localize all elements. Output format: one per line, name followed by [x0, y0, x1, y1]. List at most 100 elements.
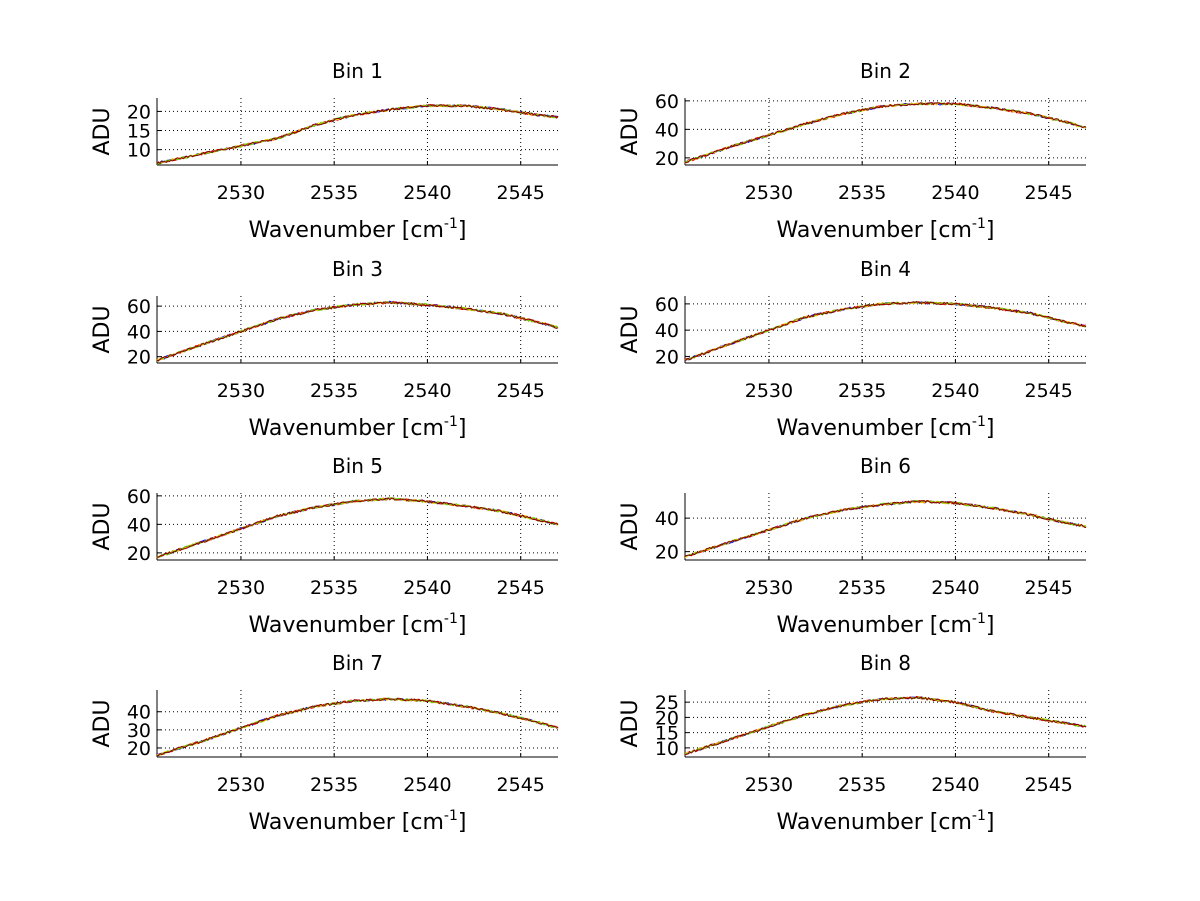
x-tick-label: 2545 — [497, 380, 545, 402]
x-tick-label: 2535 — [310, 380, 358, 402]
x-axis-label-sup: -1 — [444, 414, 458, 430]
plot-area — [685, 296, 1086, 363]
y-tick-label: 60 — [127, 486, 151, 508]
y-tick-label: 20 — [127, 347, 151, 369]
x-axis-label-end: ] — [458, 810, 467, 835]
y-tick-label: 40 — [127, 321, 151, 343]
x-tick-label: 2530 — [745, 774, 793, 796]
y-tick-label: 20 — [655, 707, 679, 729]
x-tick-label: 2535 — [838, 577, 886, 599]
y-axis-label: ADU — [618, 107, 643, 155]
x-tick-label: 2540 — [403, 380, 451, 402]
plot-area — [685, 690, 1086, 757]
x-axis-label-text: Wavenumber [cm — [777, 613, 972, 638]
x-axis-label-sup: -1 — [972, 216, 986, 232]
x-axis-label: Wavenumber [cm-1] — [777, 414, 995, 441]
x-tick-label: 2540 — [403, 182, 451, 204]
x-tick-label: 2530 — [217, 577, 265, 599]
x-axis-label: Wavenumber [cm-1] — [777, 808, 995, 835]
x-tick-label: 2540 — [931, 577, 979, 599]
y-tick-label: 40 — [655, 320, 679, 342]
x-tick-label: 2545 — [1025, 774, 1073, 796]
y-tick-label: 40 — [655, 508, 679, 530]
y-tick-label: 20 — [655, 346, 679, 368]
y-axis-label: ADU — [618, 699, 643, 747]
x-tick-label: 2530 — [217, 182, 265, 204]
y-axis-label: ADU — [618, 305, 643, 353]
y-tick-label: 20 — [655, 542, 679, 564]
x-tick-label: 2545 — [1025, 182, 1073, 204]
x-axis-label-end: ] — [986, 218, 995, 243]
series-line-5 — [156, 697, 559, 757]
x-tick-label: 2530 — [745, 182, 793, 204]
series-line-5 — [684, 102, 1087, 164]
x-axis-label-sup: -1 — [972, 611, 986, 627]
y-axis-label: ADU — [90, 107, 115, 155]
y-tick-label: 20 — [127, 101, 151, 123]
y-tick-label: 10 — [655, 738, 679, 760]
x-axis-label: Wavenumber [cm-1] — [249, 216, 467, 243]
x-tick-label: 2540 — [403, 774, 451, 796]
x-axis-label: Wavenumber [cm-1] — [249, 611, 467, 638]
y-tick-label: 25 — [655, 692, 679, 714]
x-tick-label: 2545 — [1025, 577, 1073, 599]
chart-panel-2: Bin 2 2530 2535 2540 2545 20 40 60 Wavenumber [c… — [618, 59, 1087, 243]
x-axis-label: Wavenumber [cm-1] — [249, 808, 467, 835]
x-tick-label: 2540 — [403, 577, 451, 599]
chart-title: Bin 5 — [332, 454, 383, 478]
x-axis-label-end: ] — [458, 613, 467, 638]
chart-panel-3: Bin 3 2530 2535 2540 2545 20 40 60 Wavenumber [c… — [90, 257, 559, 441]
series-line-5 — [156, 104, 559, 165]
x-tick-label: 2535 — [310, 774, 358, 796]
x-axis-label-text: Wavenumber [cm — [249, 416, 444, 441]
x-axis-label-sup: -1 — [444, 808, 458, 824]
plot-area — [157, 493, 558, 560]
x-axis-label-text: Wavenumber [cm — [249, 613, 444, 638]
y-tick-label: 30 — [127, 720, 151, 742]
x-tick-label: 2530 — [745, 577, 793, 599]
chart-title: Bin 8 — [860, 651, 911, 675]
x-tick-label: 2535 — [310, 577, 358, 599]
x-axis-label-end: ] — [986, 416, 995, 441]
series-line-5 — [157, 301, 559, 361]
y-tick-label: 60 — [655, 294, 679, 316]
y-tick-label: 20 — [655, 148, 679, 170]
x-tick-label: 2535 — [838, 380, 886, 402]
chart-title: Bin 2 — [860, 59, 911, 83]
x-axis-label-sup: -1 — [444, 216, 458, 232]
y-axis-label: ADU — [618, 502, 643, 550]
chart-panel-6: Bin 6 2530 2535 2540 2545 20 40 Wavenumber [cm-… — [618, 454, 1087, 638]
y-tick-label: 40 — [127, 702, 151, 724]
x-axis-label-sup: -1 — [444, 611, 458, 627]
x-tick-label: 2535 — [838, 774, 886, 796]
chart-title: Bin 6 — [860, 454, 911, 478]
y-tick-label: 40 — [655, 119, 679, 141]
x-tick-label: 2535 — [310, 182, 358, 204]
x-tick-label: 2535 — [838, 182, 886, 204]
x-axis-label-sup: -1 — [972, 414, 986, 430]
x-axis-label-text: Wavenumber [cm — [249, 810, 444, 835]
y-tick-label: 15 — [655, 723, 679, 745]
chart-panel-5: Bin 5 2530 2535 2540 2545 20 40 60 Wavenumber [c… — [90, 454, 559, 638]
chart-title: Bin 1 — [332, 59, 383, 83]
x-axis-label-end: ] — [986, 810, 995, 835]
x-tick-label: 2545 — [497, 774, 545, 796]
y-tick-label: 40 — [127, 514, 151, 536]
y-tick-label: 20 — [127, 543, 151, 565]
x-axis-label-end: ] — [458, 218, 467, 243]
x-axis-label: Wavenumber [cm-1] — [249, 414, 467, 441]
x-axis-label-text: Wavenumber [cm — [777, 810, 972, 835]
x-tick-label: 2530 — [217, 380, 265, 402]
x-tick-label: 2530 — [217, 774, 265, 796]
y-tick-label: 60 — [127, 296, 151, 318]
x-axis-label-end: ] — [458, 416, 467, 441]
y-axis-label: ADU — [90, 699, 115, 747]
plot-area — [157, 296, 558, 363]
y-axis-label: ADU — [90, 502, 115, 550]
y-tick-label: 20 — [127, 738, 151, 760]
x-tick-label: 2540 — [931, 774, 979, 796]
x-axis-label: Wavenumber [cm-1] — [777, 611, 995, 638]
y-tick-label: 10 — [127, 140, 151, 162]
series-line-5 — [684, 301, 1087, 361]
